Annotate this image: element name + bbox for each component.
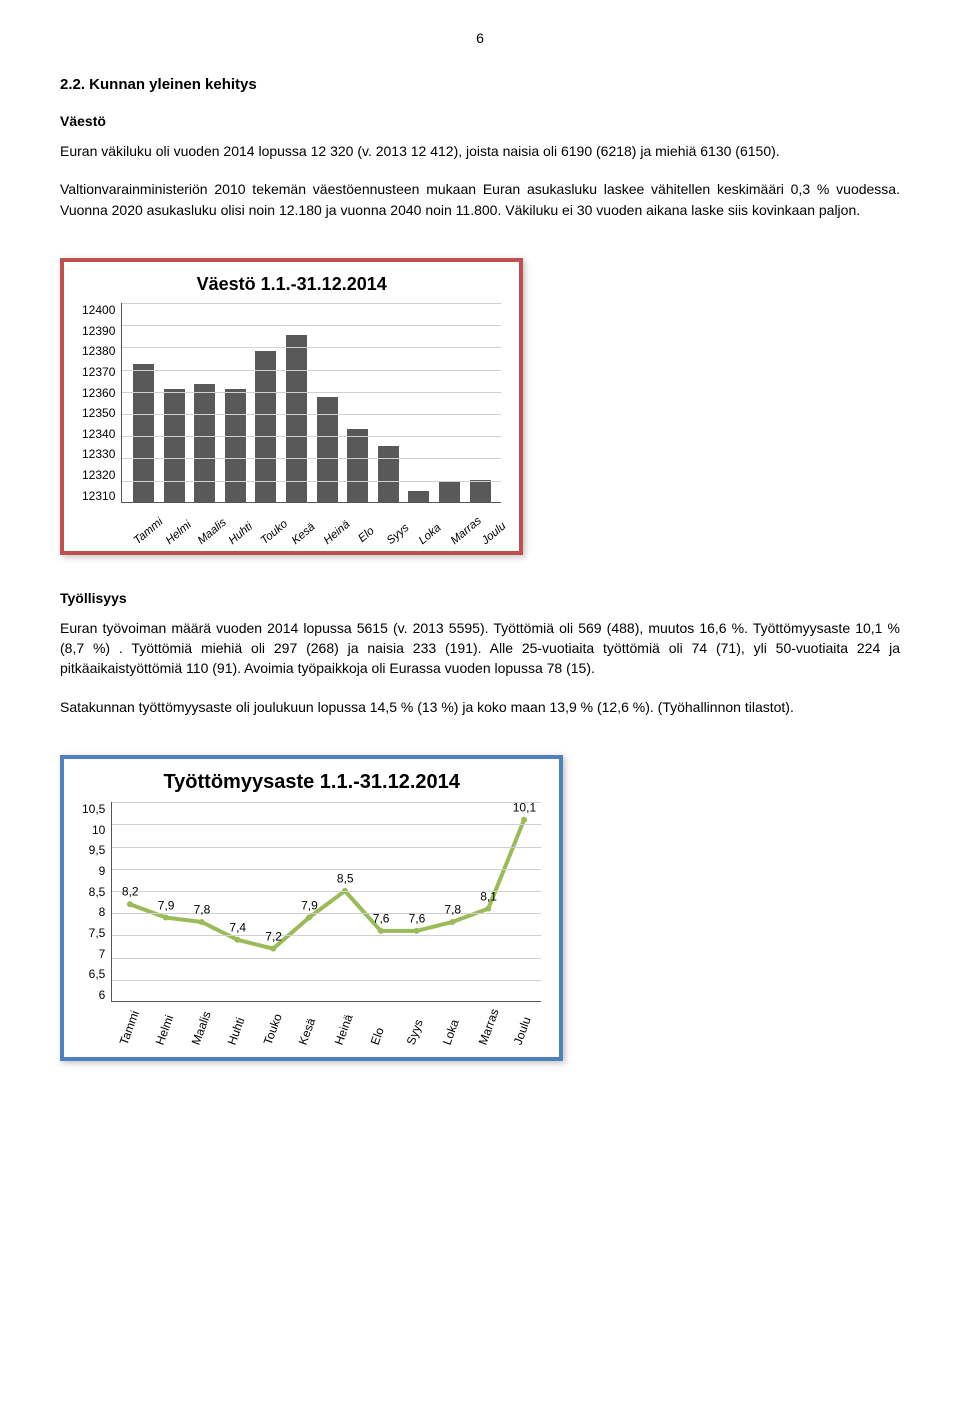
line-xlabel: Maalis [187,1007,214,1051]
vaesto-para2: Valtionvarainministeriön 2010 tekemän vä… [60,179,900,220]
bar-ytick: 12330 [82,447,115,461]
line-ytick: 10 [82,823,105,837]
line-point-label: 7,9 [301,898,318,912]
line-chart-svg [112,802,542,1002]
line-point-label: 7,9 [158,898,175,912]
line-point-label: 7,4 [229,920,246,934]
bar-chart-title: Väestö 1.1.-31.12.2014 [82,274,501,295]
bar-xlabel: Syys [385,525,412,552]
bar [286,335,307,502]
bar-ytick: 12350 [82,406,115,420]
line-xlabel: Joulu [510,1007,537,1051]
line-xlabel: Marras [474,1007,501,1051]
line-ytick: 7 [82,947,105,961]
line-point-label: 8,1 [480,889,497,903]
line-point-label: 7,8 [444,902,461,916]
line-ytick: 6,5 [82,967,105,981]
line-xlabel: Touko [259,1007,286,1051]
section-title: 2.2. Kunnan yleinen kehitys [60,76,900,93]
tyollisyys-para1: Euran työvoiman määrä vuoden 2014 lopuss… [60,618,900,679]
bar [194,384,215,502]
bar [408,491,429,502]
bar-xlabel: Kesä [290,525,317,552]
line-xlabel: Huhti [223,1007,250,1051]
bar [164,389,185,502]
line-chart-xaxis: Tammi Helmi Maalis Huhti Touko Kesä Heinä Elo Sy… [111,1002,541,1049]
bar-chart-frame: Väestö 1.1.-31.12.2014 12400123901238012… [60,258,523,555]
bar-xlabel: Tammi [132,525,159,552]
bar-ytick: 12380 [82,344,115,358]
bar-xlabel: Joulu [480,525,507,552]
line-xlabel: Heinä [331,1007,358,1051]
bar-chart-xaxis: TammiHelmiMaalisHuhtiToukoKesäHeinäEloSy… [121,503,501,543]
tyollisyys-heading: Työllisyys [60,590,900,606]
bar-ytick: 12370 [82,365,115,379]
bar-xlabel: Heinä [322,525,349,552]
bar-ytick: 12400 [82,303,115,317]
bar-xlabel: Elo [353,525,380,552]
line-ytick: 7,5 [82,926,105,940]
bar [255,351,276,502]
bar-ytick: 12310 [82,489,115,503]
bar-xlabel: Maalis [195,525,222,552]
bar-ytick: 12320 [82,468,115,482]
line-chart-frame: Työttömyysaste 1.1.-31.12.2014 10,5 10 9,5… [60,755,563,1061]
line-point-label: 10,1 [513,800,536,814]
line-point-label: 7,6 [409,911,426,925]
line-chart-yaxis: 10,5 10 9,5 9 8,5 8 7,5 7 6,5 6 [82,802,111,1002]
line-chart-title: Työttömyysaste 1.1.-31.12.2014 [82,771,541,794]
bar-xlabel: Loka [417,525,444,552]
line-xlabel: Elo [366,1007,393,1051]
line-xlabel: Tammi [116,1007,143,1051]
line-point-label: 7,2 [265,929,282,943]
bar-xlabel: Touko [259,525,286,552]
vaesto-para1: Euran väkiluku oli vuoden 2014 lopussa 1… [60,141,900,161]
bar-ytick: 12360 [82,386,115,400]
vaesto-heading: Väestö [60,113,900,129]
bar-xlabel: Marras [448,525,475,552]
line-xlabel: Loka [438,1007,465,1051]
bar [225,389,246,502]
bar-xlabel: Helmi [164,525,191,552]
line-ytick: 9 [82,864,105,878]
line-ytick: 6 [82,988,105,1002]
bar-chart-yaxis: 12400 12390 12380 12370 12360 12350 12340 12330… [82,303,121,503]
page-number: 6 [60,30,900,46]
bar-ytick: 12340 [82,427,115,441]
line-point-label: 7,6 [373,911,390,925]
line-point-label: 7,8 [194,902,211,916]
line-ytick: 8,5 [82,885,105,899]
bar-xlabel: Huhti [227,525,254,552]
bar [439,482,460,502]
bar [378,446,399,502]
line-xlabel: Helmi [151,1007,178,1051]
bar [347,429,368,502]
line-xlabel: Kesä [295,1007,322,1051]
line-ytick: 10,5 [82,802,105,816]
tyollisyys-para2: Satakunnan työttömyysaste oli joulukuun … [60,697,900,717]
line-xlabel: Syys [402,1007,429,1051]
line-point-label: 8,2 [122,885,139,899]
bar-chart-plot [121,303,501,503]
line-chart-plot: 8,2 7,9 7,8 7,4 7,2 7,9 8,5 7,6 7,6 7,8 8,1 10,1 [111,802,541,1002]
line-ytick: 9,5 [82,843,105,857]
line-point-label: 8,5 [337,871,354,885]
bar [470,480,491,502]
line-ytick: 8 [82,905,105,919]
bar-ytick: 12390 [82,324,115,338]
